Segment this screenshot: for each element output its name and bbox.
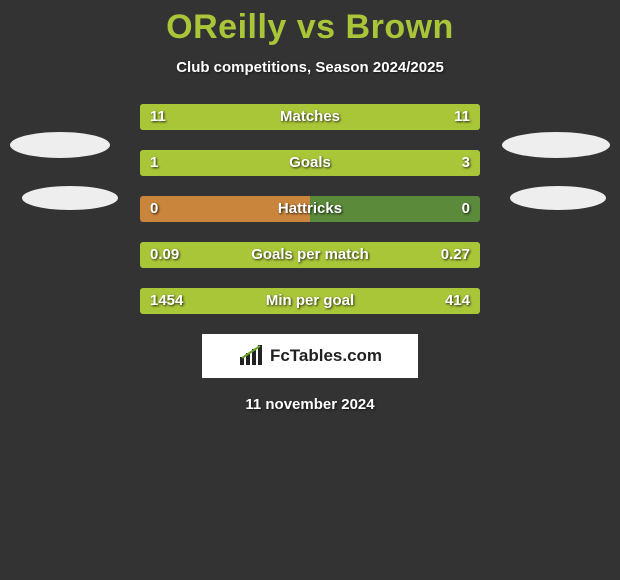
stat-value-right: 3: [452, 150, 480, 176]
avatar-ellipse: [510, 186, 606, 210]
stat-value-left: 11: [140, 104, 176, 130]
logo-inner: FcTables.com: [238, 345, 382, 367]
stat-value-left: 1454: [140, 288, 193, 314]
logo-text: FcTables.com: [270, 346, 382, 366]
chart-icon: [238, 345, 266, 367]
bar-track: [140, 196, 480, 222]
bar-track: [140, 150, 480, 176]
avatar-ellipse: [502, 132, 610, 158]
date-line: 11 november 2024: [0, 396, 620, 413]
stat-row: Goals per match0.090.27: [0, 242, 620, 268]
stat-value-left: 1: [140, 150, 168, 176]
stat-value-right: 0: [452, 196, 480, 222]
stat-value-right: 0.27: [431, 242, 480, 268]
avatar-ellipse: [10, 132, 110, 158]
stat-value-right: 414: [435, 288, 480, 314]
bar-bg: [140, 242, 480, 268]
avatar-ellipse: [22, 186, 118, 210]
bar-track: [140, 104, 480, 130]
stat-value-right: 11: [444, 104, 480, 130]
stat-value-left: 0: [140, 196, 168, 222]
stat-value-left: 0.09: [140, 242, 189, 268]
page-title: OReilly vs Brown: [0, 8, 620, 47]
page-subtitle: Club competitions, Season 2024/2025: [0, 59, 620, 76]
logo-box: FcTables.com: [202, 334, 418, 378]
stat-row: Matches1111: [0, 104, 620, 130]
stat-row: Min per goal1454414: [0, 288, 620, 314]
infographic-container: OReilly vs Brown Club competitions, Seas…: [0, 8, 620, 580]
bar-bg: [140, 150, 480, 176]
bar-track: [140, 242, 480, 268]
